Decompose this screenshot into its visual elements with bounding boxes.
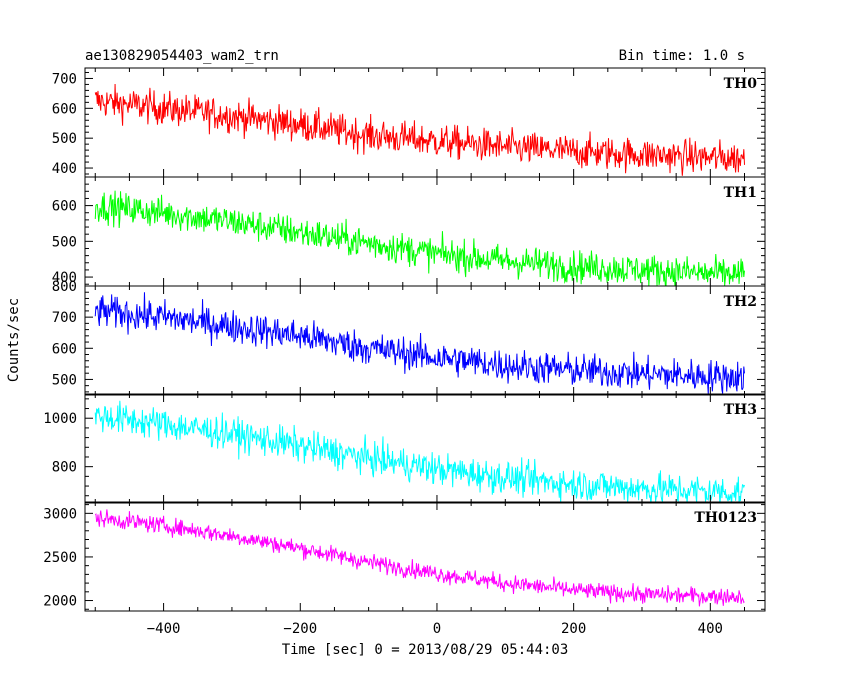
panel-frame (84, 285, 766, 396)
panel-th1: 400 500 600 TH1 (52, 176, 766, 287)
y-axis-label: Counts/sec (6, 298, 22, 382)
x-tick-label: −400 (147, 621, 181, 637)
panel-label: TH0 (724, 76, 758, 92)
panel-label: TH0123 (694, 510, 757, 526)
y-tick-label: 400 (52, 270, 77, 286)
y-tick-label: 500 (52, 234, 77, 250)
series-line-th0 (94, 83, 745, 176)
panel-frame (84, 393, 766, 504)
panel-label: TH3 (724, 402, 757, 418)
x-axis-label: Time [sec] 0 = 2013/08/29 05:44:03 (282, 642, 569, 658)
y-tick-label: 600 (52, 341, 77, 357)
y-tick-label: 500 (52, 131, 77, 147)
y-tick-label: 600 (52, 199, 77, 215)
chart-title: ae130829054403_wam2_trn (85, 48, 279, 64)
panel-frame (84, 176, 766, 287)
y-tick-label: 700 (52, 71, 77, 87)
x-tick-label: 0 (433, 621, 441, 637)
panels-group: 400 500 600 700 TH0 400 500 600 TH1 500 600 700 800 T… (43, 67, 766, 637)
y-tick-label: 500 (52, 372, 77, 388)
x-tick-label: 200 (561, 621, 586, 637)
x-tick-label: −200 (283, 621, 317, 637)
panel-label: TH2 (724, 294, 757, 310)
y-tick-label: 2000 (43, 594, 77, 610)
y-tick-label: 2500 (43, 550, 77, 566)
bin-time-label: Bin time: 1.0 s (619, 48, 745, 64)
panel-th3: 800 1000 TH3 (43, 393, 766, 504)
y-tick-label: 600 (52, 101, 77, 117)
y-tick-label: 400 (52, 161, 77, 177)
y-tick-label: 3000 (43, 506, 77, 522)
y-tick-label: 700 (52, 310, 77, 326)
series-line-th1 (94, 190, 745, 286)
y-tick-label: 800 (52, 279, 77, 295)
series-line-th3 (94, 400, 745, 503)
panel-label: TH1 (724, 185, 757, 201)
y-tick-label: 1000 (43, 411, 77, 427)
y-tick-label: 800 (52, 460, 77, 476)
x-tick-label: 400 (698, 621, 723, 637)
panel-th0: 400 500 600 700 TH0 (52, 67, 766, 178)
panel-th0123: 2000 2500 3000 TH0123 (43, 501, 766, 612)
panel-th2: 500 600 700 800 TH2 (52, 279, 766, 396)
series-line-th0123 (94, 509, 745, 607)
series-line-th2 (94, 292, 745, 395)
